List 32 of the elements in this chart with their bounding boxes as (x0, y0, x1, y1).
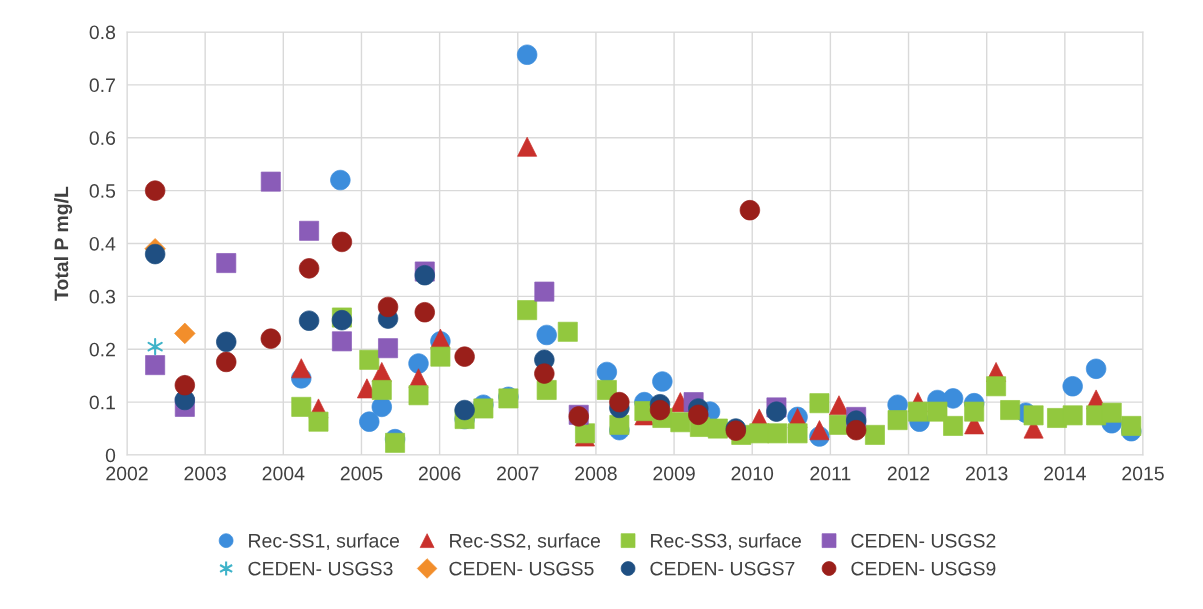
x-tick-label: 2003 (184, 466, 226, 481)
x-tick-label: 2010 (731, 466, 774, 481)
x-tick-label: 2005 (340, 466, 383, 481)
x-tick-label: 2007 (497, 466, 539, 481)
x-tick-label: 2002 (106, 466, 148, 481)
legend-label: CEDEN- USGS2 (851, 533, 996, 548)
y-tick-label: 0.5 (89, 184, 116, 198)
legend-label: CEDEN- USGS3 (248, 561, 393, 576)
x-tick-label: 2013 (966, 466, 1008, 481)
y-tick-label: 0.1 (89, 395, 115, 410)
x-tick-label: 2011 (810, 466, 851, 481)
y-tick-label: 0.2 (89, 342, 115, 357)
x-tick-label: 2012 (887, 466, 930, 481)
y-tick-label: 0.8 (89, 25, 116, 40)
x-tick-label: 2006 (418, 466, 461, 481)
legend-label: CEDEN- USGS7 (650, 561, 795, 576)
y-tick-label: 0.4 (89, 236, 116, 251)
y-tick-label: 0.7 (89, 78, 115, 93)
y-tick-label: 0 (105, 448, 116, 463)
legend-label: Rec-SS1, surface (249, 533, 400, 550)
legend-label: Rec-SS2, surface (450, 533, 601, 550)
x-tick-label: 2015 (1122, 466, 1164, 481)
x-tick-label: 2004 (262, 466, 305, 481)
y-tick-label: 0.3 (89, 289, 116, 304)
legend-label: CEDEN- USGS5 (449, 561, 594, 576)
legend-label: CEDEN- USGS9 (851, 561, 996, 576)
y-tick-label: 0.6 (89, 131, 116, 145)
x-tick-label: 2009 (653, 466, 695, 481)
x-tick-label: 2008 (575, 466, 617, 481)
y-axis-title: Total P mg/L (53, 186, 73, 301)
legend-label: Rec-SS3, surface (651, 533, 801, 550)
x-tick-label: 2014 (1044, 466, 1086, 481)
